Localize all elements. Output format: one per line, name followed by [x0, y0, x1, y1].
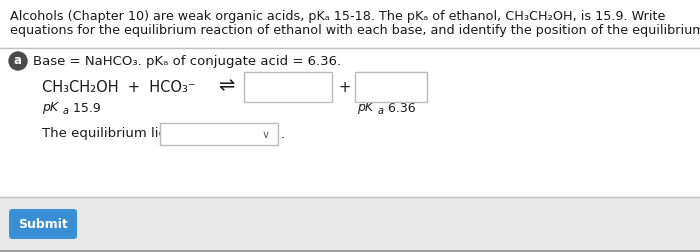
Circle shape: [9, 52, 27, 70]
Bar: [0, 48, 700, 197]
Text: pK: pK: [42, 102, 58, 114]
Text: a: a: [14, 54, 22, 68]
Text: Alcohols (Chapter 10) are weak organic acids, pKₐ 15-18. The pKₐ of ethanol, CH₃: Alcohols (Chapter 10) are weak organic a…: [10, 10, 666, 23]
Bar: [160, 123, 278, 145]
Text: .: .: [281, 128, 285, 141]
Bar: [0, 197, 700, 252]
Text: 15.9: 15.9: [69, 102, 101, 114]
Text: equations for the equilibrium reaction of ethanol with each base, and identify t: equations for the equilibrium reaction o…: [10, 24, 700, 37]
Text: ∨: ∨: [262, 130, 270, 140]
FancyBboxPatch shape: [9, 209, 77, 239]
Bar: [355, 72, 427, 102]
Text: ⇌: ⇌: [218, 77, 234, 96]
Text: +: +: [339, 79, 351, 94]
Text: a: a: [63, 106, 69, 116]
Bar: [0, 0, 700, 48]
Text: The equilibrium lies: The equilibrium lies: [42, 128, 174, 141]
Text: pK: pK: [357, 102, 373, 114]
Text: 6.36: 6.36: [384, 102, 416, 114]
Text: Base = NaHCO₃. pKₐ of conjugate acid = 6.36.: Base = NaHCO₃. pKₐ of conjugate acid = 6…: [33, 54, 341, 68]
Text: Submit: Submit: [18, 217, 68, 231]
Text: a: a: [378, 106, 384, 116]
Text: CH₃CH₂OH  +  HCO₃⁻: CH₃CH₂OH + HCO₃⁻: [42, 79, 195, 94]
Bar: [244, 72, 332, 102]
